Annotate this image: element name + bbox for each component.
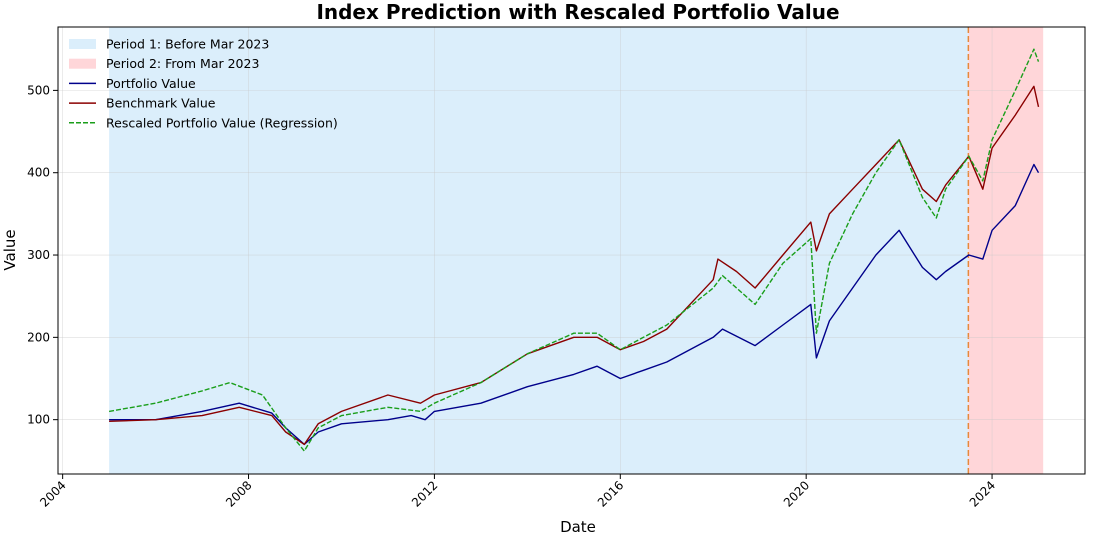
x-tick-label: 2008 [223, 478, 254, 509]
legend: Period 1: Before Mar 2023 Period 2: From … [69, 37, 338, 130]
period-region-2 [968, 27, 1044, 474]
x-axis-label: Date [560, 518, 596, 536]
legend-label: Benchmark Value [106, 96, 216, 111]
y-axis-label: Value [1, 229, 19, 270]
legend-swatch [69, 58, 96, 69]
x-tick-label: 2012 [409, 478, 440, 509]
legend-label: Portfolio Value [106, 76, 196, 91]
x-tick-label: 2004 [37, 478, 68, 509]
plot-frame [57, 26, 1086, 475]
x-tick-label: 2016 [595, 478, 626, 509]
legend-label: Period 2: From Mar 2023 [106, 56, 259, 71]
series-line-2 [109, 85, 1040, 446]
y-tick-label: 300 [27, 248, 50, 262]
x-tick-label: 2024 [967, 478, 998, 509]
y-tick-label: 200 [27, 330, 50, 344]
series-line-3 [108, 48, 1040, 452]
chart-title: Index Prediction with Rescaled Portfolio… [316, 0, 839, 24]
series-line-1 [109, 163, 1040, 446]
x-tick-label: 2020 [781, 478, 812, 509]
legend-label: Period 1: Before Mar 2023 [106, 37, 269, 52]
period-region-1 [109, 27, 969, 474]
y-tick-label: 500 [27, 83, 50, 97]
y-tick-label: 400 [27, 166, 50, 180]
y-tick-label: 100 [27, 413, 50, 427]
legend-label: Rescaled Portfolio Value (Regression) [106, 115, 338, 130]
legend-swatch [69, 39, 96, 49]
